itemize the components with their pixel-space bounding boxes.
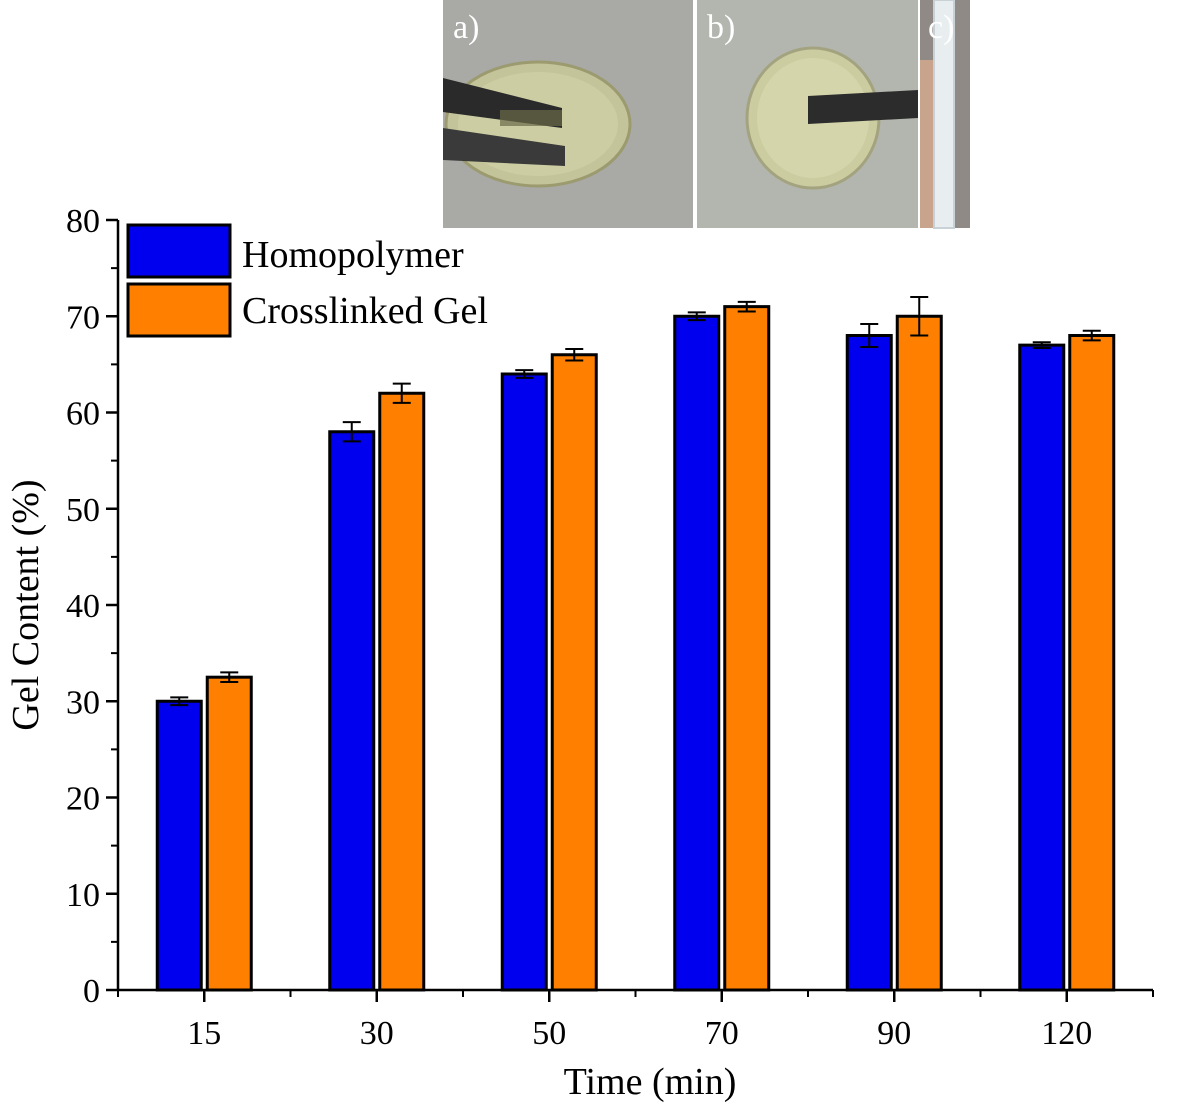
photo-inset: a) b) c) — [443, 0, 970, 229]
y-tick-label: 10 — [66, 877, 100, 914]
bar-homopolymer — [500, 372, 548, 992]
bar-crosslinked-gel — [205, 675, 253, 992]
y-tick-label: 60 — [66, 396, 100, 433]
y-axis-title: Gel Content (%) — [5, 479, 47, 730]
photo-panel-b: b) — [697, 0, 918, 228]
x-tick-label: 30 — [360, 1015, 394, 1052]
photo-panel-label-b: b) — [707, 9, 735, 46]
legend-label-homopolymer: Homopolymer — [242, 234, 464, 276]
bars — [155, 305, 1116, 992]
legend-swatch-crosslinked-gel — [126, 282, 232, 338]
error-bars — [170, 296, 1101, 707]
y-tick-label: 40 — [66, 588, 100, 625]
photo-panel-label-a: a) — [453, 9, 479, 46]
y-tick-label: 50 — [66, 492, 100, 529]
legend: Homopolymer Crosslinked Gel — [126, 223, 488, 338]
photo-panel-a: a) — [443, 0, 693, 228]
y-tick-label: 20 — [66, 781, 100, 818]
y-axis-ticks: 0 10 20 30 40 50 60 70 80 — [66, 203, 118, 1010]
bar-crosslinked-gel — [895, 314, 943, 992]
bar-homopolymer — [155, 699, 203, 992]
bar-crosslinked-gel — [1068, 334, 1116, 992]
x-tick-label: 120 — [1041, 1015, 1092, 1052]
x-axis-title: Time (min) — [564, 1061, 737, 1103]
bar-crosslinked-gel — [378, 391, 426, 992]
y-tick-label: 70 — [66, 299, 100, 336]
x-tick-label: 90 — [877, 1015, 911, 1052]
bar-homopolymer — [328, 430, 376, 992]
y-tick-label: 30 — [66, 684, 100, 721]
photo-panel-label-c: c) — [928, 9, 954, 46]
bar-crosslinked-gel — [723, 305, 771, 992]
y-tick-label: 80 — [66, 203, 100, 240]
photo-panel-c: c) — [920, 0, 970, 229]
y-tick-label: 0 — [83, 973, 100, 1010]
bar-homopolymer — [845, 334, 893, 992]
legend-swatch-homopolymer — [126, 223, 232, 279]
bar-homopolymer — [673, 314, 721, 992]
x-tick-label: 15 — [187, 1015, 221, 1052]
x-axis-ticks: 15 30 50 70 90 120 — [117, 990, 1154, 1052]
x-tick-label: 50 — [532, 1015, 566, 1052]
bar-homopolymer — [1018, 343, 1066, 992]
legend-label-crosslinked-gel: Crosslinked Gel — [242, 290, 488, 332]
x-tick-label: 70 — [705, 1015, 739, 1052]
bar-crosslinked-gel — [550, 353, 598, 992]
